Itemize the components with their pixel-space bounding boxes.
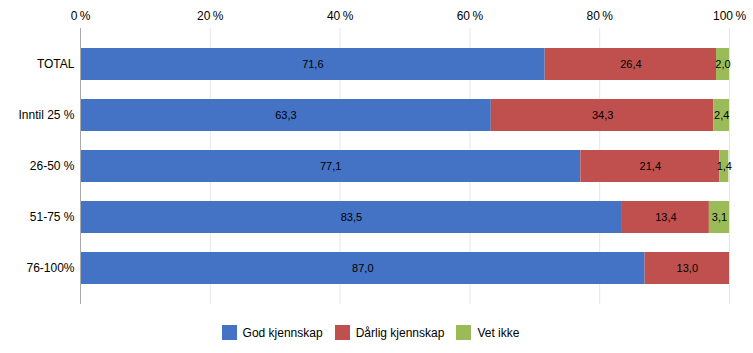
svg-text:3,1: 3,1 [712,211,727,223]
html-text:Vet ikke: Vet ikke [477,325,520,340]
html-text:Dårlig kjennskap: Dårlig kjennskap [355,325,445,340]
svg-text:34,3: 34,3 [592,109,613,121]
svg-text:87,0: 87,0 [352,262,373,274]
svg-text:80 %: 80 % [586,9,613,23]
svg-text:Inntil 25 %: Inntil 25 % [18,108,74,122]
svg-text:13,0: 13,0 [677,262,698,274]
svg-text:76-100%: 76-100% [26,261,74,275]
svg-text:13,4: 13,4 [655,211,676,223]
svg-text:TOTAL: TOTAL [37,57,75,71]
svg-text:60 %: 60 % [457,9,484,23]
svg-text:2,4: 2,4 [714,109,729,121]
svg-text:21,4: 21,4 [640,160,661,172]
html-text:God kjennskap: God kjennskap [242,325,323,340]
svg-text:63,3: 63,3 [275,109,296,121]
svg-text:20 %: 20 % [197,9,224,23]
svg-text:83,5: 83,5 [341,211,362,223]
svg-text:26-50 %: 26-50 % [30,159,75,173]
svg-text:40 %: 40 % [327,9,354,23]
svg-text:100 %: 100 % [713,9,746,23]
svg-text:2,0: 2,0 [715,58,730,70]
svg-text:77,1: 77,1 [320,160,341,172]
svg-text:0 %: 0 % [71,9,91,23]
svg-text:26,4: 26,4 [620,58,641,70]
svg-text:71,6: 71,6 [302,58,323,70]
svg-text:51-75 %: 51-75 % [30,210,75,224]
svg-text:1,4: 1,4 [717,160,732,172]
